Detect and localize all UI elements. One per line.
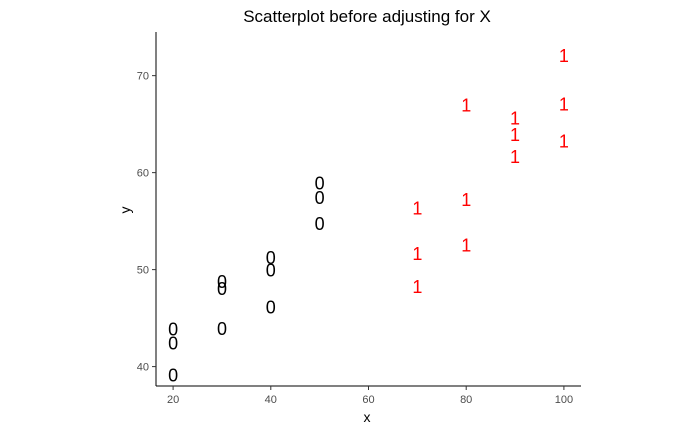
x-tick-label: 80: [460, 394, 472, 406]
x-axis-title: x: [364, 409, 371, 425]
y-tick-label: 60: [137, 168, 149, 180]
x-tick-label: 20: [167, 394, 179, 406]
data-point-group-1: 1: [559, 46, 569, 66]
data-point-group-1: 1: [559, 95, 569, 115]
data-point-group-0: 0: [315, 188, 325, 208]
data-point-group-0: 0: [315, 173, 325, 193]
data-point-group-1: 1: [510, 147, 520, 167]
data-point-group-1: 1: [412, 277, 422, 297]
data-point-group-0: 0: [266, 261, 276, 281]
data-point-group-1: 1: [412, 199, 422, 219]
chart-title: Scatterplot before adjusting for X: [243, 7, 491, 26]
x-tick-label: 60: [362, 394, 374, 406]
y-tick-label: 70: [137, 71, 149, 83]
y-axis-title: y: [117, 207, 133, 214]
data-point-group-0: 0: [217, 319, 227, 339]
data-point-group-1: 1: [412, 244, 422, 264]
x-tick-label: 100: [555, 394, 573, 406]
data-point-group-0: 0: [266, 297, 276, 317]
data-point-group-1: 1: [461, 235, 471, 255]
data-point-group-1: 1: [461, 96, 471, 116]
data-point-group-1: 1: [559, 132, 569, 152]
data-point-group-0: 0: [168, 320, 178, 340]
data-point-group-0: 0: [266, 248, 276, 268]
data-point-group-0: 0: [168, 333, 178, 353]
y-tick-label: 40: [137, 362, 149, 374]
y-tick-label: 50: [137, 265, 149, 277]
data-point-group-0: 0: [217, 272, 227, 292]
data-point-group-0: 0: [168, 365, 178, 385]
data-point-group-1: 1: [461, 190, 471, 210]
data-point-group-0: 0: [217, 279, 227, 299]
data-point-group-1: 1: [510, 125, 520, 145]
data-point-group-1: 1: [510, 108, 520, 128]
x-tick-label: 40: [265, 394, 277, 406]
data-point-group-0: 0: [315, 214, 325, 234]
